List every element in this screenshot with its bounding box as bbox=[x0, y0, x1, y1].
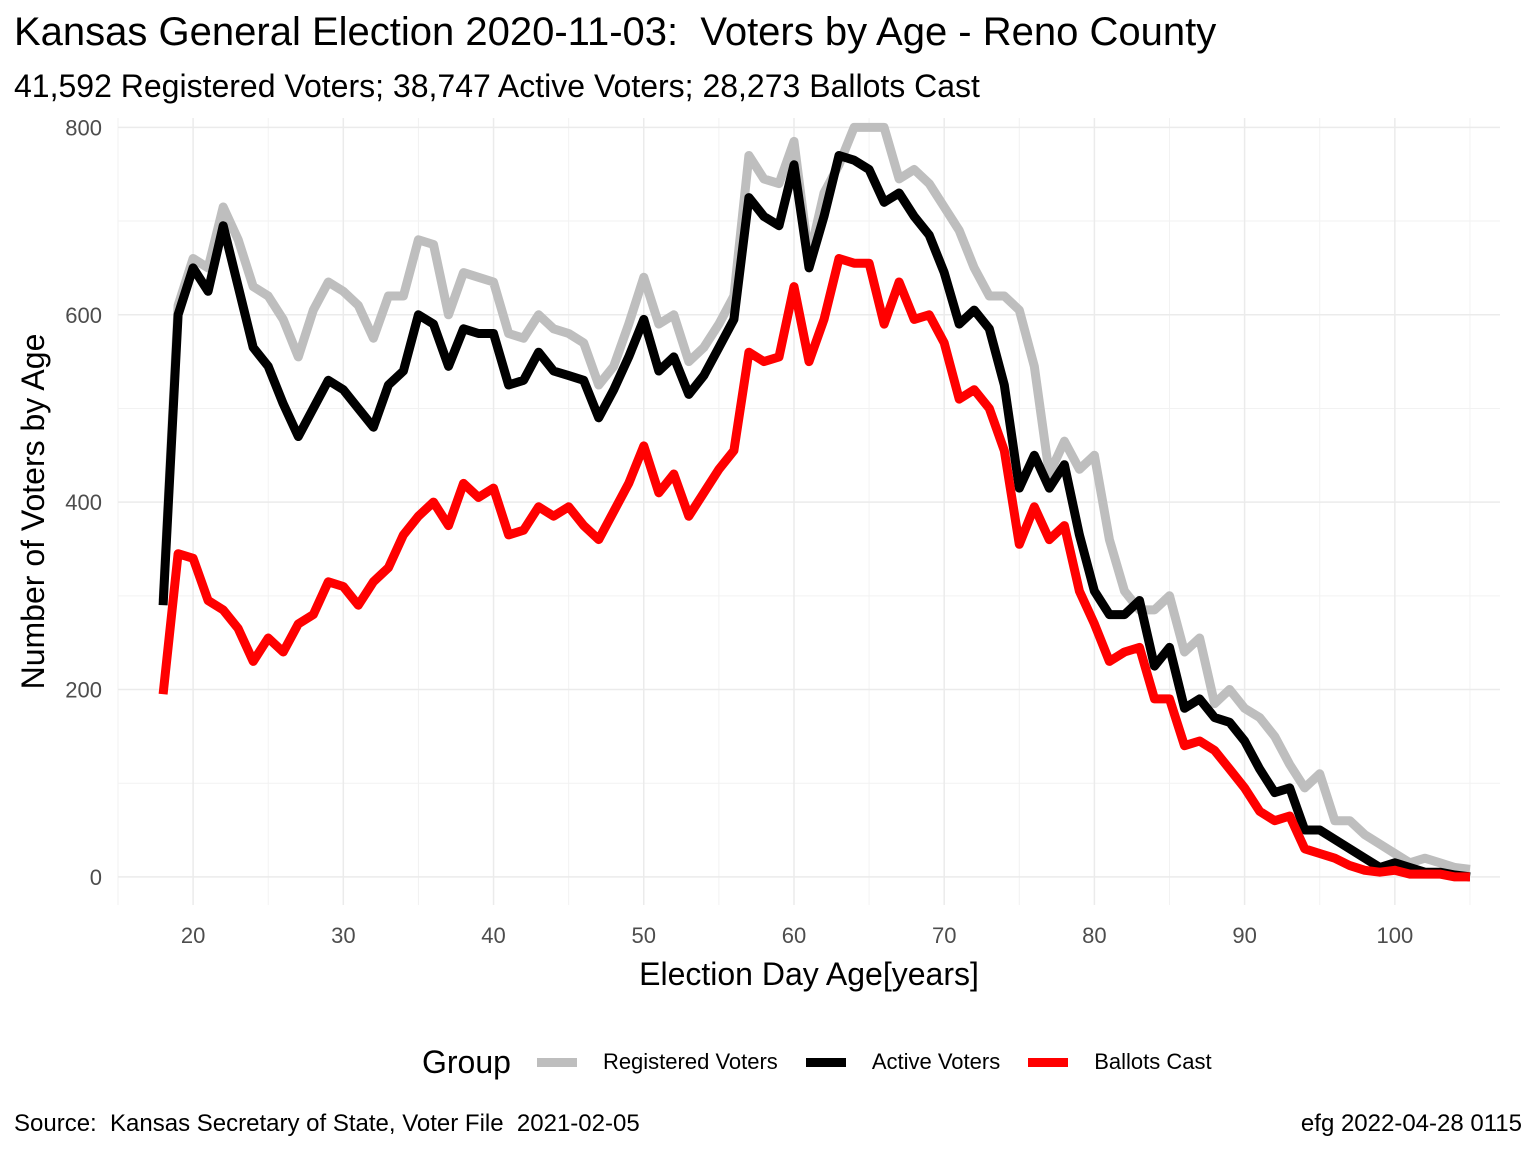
x-tick-label: 80 bbox=[1082, 923, 1106, 948]
x-axis-title: Election Day Age[years] bbox=[639, 956, 979, 992]
legend-item-ballots: Ballots Cast bbox=[1028, 1049, 1212, 1075]
legend-key-ballots bbox=[1028, 1057, 1069, 1067]
x-tick-label: 30 bbox=[331, 923, 355, 948]
x-tick-label: 70 bbox=[932, 923, 956, 948]
y-tick-label: 0 bbox=[90, 865, 102, 890]
caption-source: Source: Kansas Secretary of State, Voter… bbox=[14, 1110, 640, 1137]
legend-title: Group bbox=[422, 1043, 511, 1080]
series-line-ballots-cast bbox=[158, 254, 1470, 882]
legend-key-registered bbox=[536, 1057, 577, 1067]
x-tick-label: 90 bbox=[1232, 923, 1256, 948]
legend: Group Registered Voters Active Voters Ba… bbox=[422, 1040, 1240, 1084]
legend-item-active: Active Voters bbox=[805, 1049, 1001, 1075]
series-line-active-voters bbox=[158, 151, 1471, 882]
x-tick-label: 60 bbox=[782, 923, 806, 948]
legend-label-active: Active Voters bbox=[871, 1049, 1001, 1074]
series-line-registered-voters bbox=[158, 122, 1471, 874]
chart-title: Kansas General Election 2020-11-03: Vote… bbox=[14, 10, 1217, 54]
x-tick-label: 50 bbox=[632, 923, 656, 948]
legend-item-registered: Registered Voters bbox=[536, 1049, 778, 1075]
caption-credit: efg 2022-04-28 0115 bbox=[1300, 1110, 1522, 1137]
x-tick-label: 100 bbox=[1376, 923, 1413, 948]
y-tick-label: 600 bbox=[65, 303, 102, 328]
legend-key-active bbox=[805, 1057, 846, 1067]
y-axis-title: Number of Voters by Age bbox=[15, 334, 51, 690]
y-tick-label: 800 bbox=[65, 115, 102, 140]
x-tick-label: 40 bbox=[481, 923, 505, 948]
chart-subtitle: 41,592 Registered Voters; 38,747 Active … bbox=[14, 68, 980, 104]
legend-label-ballots: Ballots Cast bbox=[1094, 1049, 1212, 1074]
y-tick-label: 200 bbox=[65, 678, 102, 703]
x-tick-label: 20 bbox=[181, 923, 205, 948]
y-tick-label: 400 bbox=[65, 490, 102, 515]
legend-label-registered: Registered Voters bbox=[602, 1049, 778, 1074]
